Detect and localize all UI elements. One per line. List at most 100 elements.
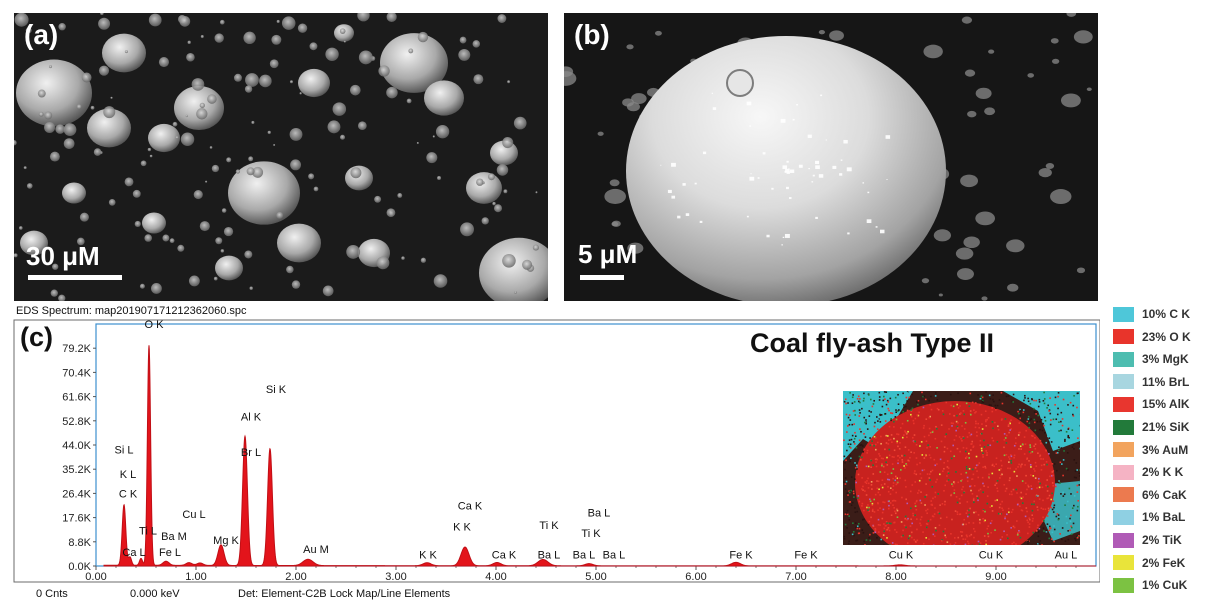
y-tick-label: 44.0K [62, 440, 91, 452]
elemental-map-inset [843, 391, 1080, 545]
peak-label: K K [419, 549, 437, 561]
peak-label: Ca K [492, 549, 517, 561]
x-tick-label: 9.00 [985, 571, 1006, 583]
legend-label: 11% BrL [1142, 374, 1190, 389]
legend-swatch [1113, 464, 1134, 480]
legend-label: 3% MgK [1142, 352, 1189, 367]
x-tick-label: 0.00 [85, 571, 106, 583]
legend-swatch [1113, 532, 1134, 548]
y-tick-label: 35.2K [62, 464, 91, 476]
sem-panel-a: (a) 30 μM [14, 13, 548, 301]
legend-item: 15% AlK [1113, 394, 1190, 414]
legend-swatch [1113, 487, 1134, 503]
legend-label: 2% TiK [1142, 533, 1182, 547]
legend-swatch [1113, 306, 1134, 322]
peak-label: Ba L [603, 549, 626, 561]
legend-item: 2% K K [1113, 462, 1183, 482]
y-tick-label: 79.2K [62, 343, 91, 355]
panel-a-letter: (a) [24, 19, 59, 50]
x-tick-label: 2.00 [285, 571, 306, 583]
chart-title: Coal fly-ash Type II [750, 328, 995, 358]
peak-label: Ba L [573, 549, 596, 561]
footer-detector: Det: Element-C2B Lock Map/Line Elements [238, 588, 451, 600]
x-tick-label: 7.00 [785, 571, 806, 583]
peak-label: Ti K [539, 520, 559, 532]
legend-label: 1% BaL [1142, 510, 1186, 525]
peak-label: Mg K [213, 535, 239, 547]
peak-label: Cu L [182, 509, 205, 521]
legend-item: 2% TiK [1113, 530, 1182, 550]
legend-label: 23% O K [1142, 329, 1191, 344]
scale-label-b: 5 μM [578, 239, 638, 269]
legend-label: 3% AuM [1142, 442, 1189, 457]
x-tick-label: 4.00 [485, 571, 506, 583]
sem-panel-b: (b) 5 μM [564, 13, 1098, 301]
spectrum-filename: EDS Spectrum: map20190717121236​2060.spc [16, 305, 247, 317]
y-tick-label: 70.4K [62, 367, 91, 379]
y-tick-label: 0.0K [68, 561, 91, 573]
legend-item: 10% C K [1113, 304, 1190, 324]
legend-swatch [1113, 351, 1134, 367]
peak-label: Br L [241, 447, 261, 459]
legend-label: 15% AlK [1142, 397, 1190, 412]
legend-label: 2% K K [1142, 465, 1184, 480]
panel-c-letter: (c) [20, 322, 53, 352]
legend-swatch [1113, 374, 1134, 390]
peak-label: Ca K [458, 501, 483, 513]
peak-label: Fe K [729, 549, 753, 561]
peak-label: Ba L [588, 508, 611, 520]
x-tick-label: 6.00 [685, 571, 706, 583]
peak-label: Cu K [889, 549, 914, 561]
legend-swatch [1113, 329, 1134, 345]
legend-item: 3% AuM [1113, 440, 1188, 460]
legend-label: 10% C K [1142, 307, 1191, 321]
sem-image-b [564, 13, 1098, 301]
peak-label: K L [120, 469, 137, 481]
peak-label: O K [145, 319, 165, 331]
scale-bar-b [580, 275, 624, 280]
legend-item: 23% O K [1113, 327, 1191, 347]
legend-swatch [1113, 442, 1134, 458]
peak-label: Ca L [122, 547, 145, 559]
y-tick-label: 52.8K [62, 416, 91, 428]
peak-label: Ba L [538, 549, 561, 561]
scale-bar-a [28, 275, 122, 280]
legend-swatch [1113, 419, 1134, 435]
spectrum-trace [103, 345, 1097, 567]
legend-item: 1% CuK [1113, 575, 1187, 595]
panel-b-letter: (b) [574, 19, 610, 50]
legend-item: 1% BaL [1113, 507, 1185, 527]
y-tick-label: 61.6K [62, 392, 91, 404]
y-tick-label: 8.8K [68, 537, 91, 549]
y-tick-label: 17.6K [62, 513, 91, 525]
footer-energy: 0.000 keV [130, 588, 180, 600]
peak-label: Ti L [139, 525, 157, 537]
elemental-map-image [843, 391, 1080, 545]
x-tick-label: 1.00 [185, 571, 206, 583]
legend-swatch [1113, 577, 1134, 593]
peak-label: Si L [115, 444, 134, 456]
scale-label-a: 30 μM [26, 241, 100, 271]
legend-label: 2% FeK [1142, 555, 1186, 570]
peak-label: Fe L [159, 547, 181, 559]
x-tick-label: 8.00 [885, 571, 906, 583]
footer-counts: 0 Cnts [36, 588, 68, 600]
legend-item: 21% SiK [1113, 417, 1189, 437]
legend-label: 21% SiK [1142, 420, 1190, 434]
legend-label: 1% CuK [1142, 578, 1188, 593]
peak-label: Au M [303, 544, 329, 556]
legend-swatch [1113, 555, 1134, 571]
x-tick-label: 5.00 [585, 571, 606, 583]
peak-label: Ba M [161, 531, 187, 543]
peak-label: C K [119, 488, 138, 500]
legend-swatch [1113, 509, 1134, 525]
peak-label: Al K [241, 411, 262, 423]
peak-label: K K [453, 521, 471, 533]
peak-label: Au L [1055, 549, 1078, 561]
legend-item: 3% MgK [1113, 349, 1189, 369]
legend-item: 11% BrL [1113, 372, 1189, 392]
peak-label: Si K [266, 384, 287, 396]
legend-label: 6% CaK [1142, 487, 1187, 502]
legend-item: 6% CaK [1113, 485, 1187, 505]
legend-item: 2% FeK [1113, 553, 1185, 573]
